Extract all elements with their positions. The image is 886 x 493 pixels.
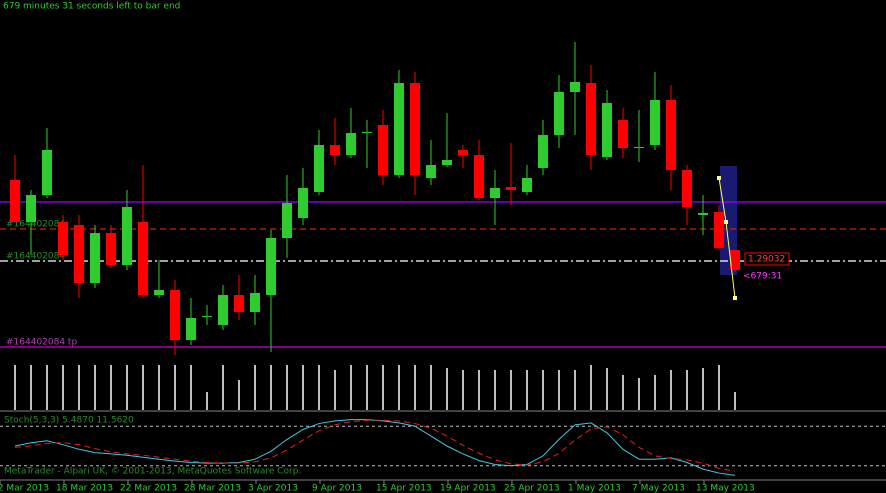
- candle-body: [154, 290, 164, 295]
- candle-body: [442, 160, 452, 165]
- status-text: 679 minutes 31 seconds left to bar end: [3, 2, 180, 12]
- candle-body: [106, 233, 116, 265]
- candle-body: [730, 250, 740, 270]
- indicator-title: Stoch(5,3,3) 5.4870 11.5620: [4, 416, 134, 426]
- candle-body: [410, 83, 420, 175]
- candle-body: [266, 238, 276, 295]
- x-tick-label: 12 Mar 2013: [0, 484, 49, 493]
- candle-body: [346, 133, 356, 155]
- candle-body: [666, 100, 676, 170]
- candle-body: [602, 103, 612, 157]
- candle-body: [698, 213, 708, 215]
- candle-body: [634, 147, 644, 148]
- candle-body: [282, 203, 292, 238]
- candle-body: [650, 100, 660, 145]
- candle-body: [378, 125, 388, 175]
- candle-body: [522, 178, 532, 192]
- candle-body: [538, 135, 548, 168]
- candle-body: [218, 295, 228, 325]
- x-tick-label: 22 Mar 2013: [120, 484, 177, 493]
- candle-body: [298, 188, 308, 218]
- x-tick-label: 7 May 2013: [632, 484, 685, 493]
- level-label: #164402084 tp: [6, 338, 77, 348]
- candle-body: [138, 222, 148, 295]
- candle-body: [26, 195, 36, 222]
- candle-body: [74, 225, 84, 283]
- candle-body: [186, 318, 196, 340]
- x-tick-label: 3 Apr 2013: [248, 484, 298, 493]
- footer-text: MetaTrader - Alpari UK, © 2001-2013, Met…: [4, 467, 301, 477]
- candle-body: [314, 145, 324, 192]
- candle-body: [42, 150, 52, 195]
- x-tick-label: 18 Mar 2013: [56, 484, 113, 493]
- candle-body: [458, 150, 468, 155]
- candle-body: [362, 132, 372, 133]
- candle-body: [122, 207, 132, 265]
- stoch-line: [14, 419, 736, 472]
- x-tick-label: 1 May 2013: [568, 484, 621, 493]
- candle-body: [490, 188, 500, 198]
- x-tick-label: 19 Apr 2013: [440, 484, 496, 493]
- candle-body: [394, 83, 404, 175]
- candle-body: [474, 155, 484, 198]
- timer-label: <679:31: [743, 272, 782, 282]
- candle-body: [618, 120, 628, 148]
- candle-body: [714, 212, 724, 248]
- x-tick-label: 15 Apr 2013: [376, 484, 432, 493]
- candle-body: [202, 316, 212, 317]
- candle-body: [506, 187, 516, 190]
- candle-body: [426, 165, 436, 178]
- candle-body: [554, 92, 564, 135]
- candle-body: [234, 295, 244, 312]
- candle-body: [58, 222, 68, 255]
- trade-marker: [733, 296, 737, 300]
- trade-marker: [717, 176, 721, 180]
- candle-body: [90, 233, 100, 283]
- candle-body: [170, 290, 180, 340]
- candle-body: [586, 83, 596, 155]
- level-label: #164402084: [6, 252, 65, 262]
- trade-marker: [724, 220, 728, 224]
- trade-highlight: [720, 166, 737, 275]
- level-label: #164402084: [6, 220, 65, 230]
- candle-body: [250, 293, 260, 312]
- bid-label: 1.29032: [748, 255, 785, 265]
- candle-body: [10, 180, 20, 222]
- candle-body: [330, 145, 340, 155]
- x-tick-label: 13 May 2013: [696, 484, 755, 493]
- candle-body: [682, 170, 692, 207]
- bid-box: [744, 252, 790, 266]
- x-tick-label: 9 Apr 2013: [312, 484, 362, 493]
- x-tick-label: 28 Mar 2013: [184, 484, 241, 493]
- candle-body: [570, 82, 580, 92]
- x-tick-label: 25 Apr 2013: [504, 484, 560, 493]
